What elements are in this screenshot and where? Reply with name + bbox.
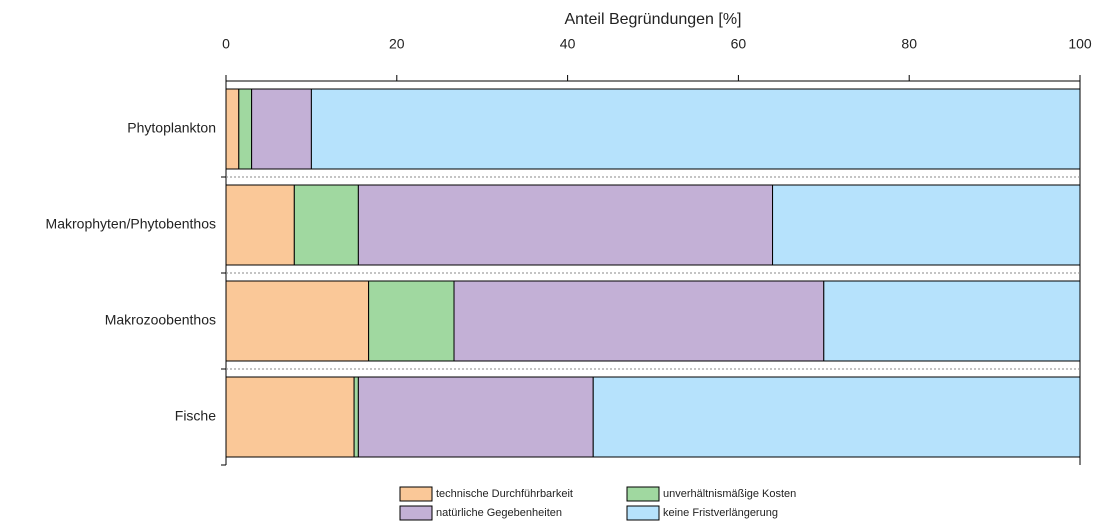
legend-swatch xyxy=(399,505,433,521)
bar-segment xyxy=(310,88,1081,170)
bar-segment xyxy=(823,280,1081,362)
legend-label: technische Durchführbarkeit xyxy=(436,488,573,500)
legend-label: unverhältnismäßige Kosten xyxy=(663,488,796,500)
bar-segment xyxy=(225,280,370,362)
bar-segment xyxy=(453,280,825,362)
bar-segment xyxy=(238,88,253,170)
x-axis-label: Anteil Begründungen [%] xyxy=(564,11,741,28)
y-tick-label: Makrophyten/Phytobenthos xyxy=(46,216,216,232)
x-tick-label: 40 xyxy=(560,36,576,52)
x-tick-label: 0 xyxy=(222,36,230,52)
bar-segment xyxy=(592,376,1081,458)
bar-segment xyxy=(357,376,594,458)
bar-segment xyxy=(225,88,240,170)
x-tick-label: 60 xyxy=(731,36,747,52)
y-tick-label: Fische xyxy=(175,408,216,424)
legend-label: natürliche Gegebenheiten xyxy=(436,507,562,519)
x-tick-label: 100 xyxy=(1068,36,1092,52)
legend-swatch xyxy=(626,505,660,521)
bar-segment xyxy=(251,88,312,170)
bar-segment xyxy=(293,184,359,266)
bar-segment xyxy=(772,184,1081,266)
legend-label: keine Fristverlängerung xyxy=(663,507,778,519)
y-tick-label: Phytoplankton xyxy=(127,120,216,136)
bar-segment xyxy=(225,376,355,458)
bar-segment xyxy=(353,376,359,458)
legend-swatch xyxy=(399,486,433,502)
bar-segment xyxy=(368,280,455,362)
bar-segment xyxy=(357,184,774,266)
legend-swatch xyxy=(626,486,660,502)
y-tick-label: Makrozoobenthos xyxy=(105,312,216,328)
x-tick-label: 80 xyxy=(901,36,917,52)
x-tick-label: 20 xyxy=(389,36,405,52)
bar-segment xyxy=(225,184,295,266)
